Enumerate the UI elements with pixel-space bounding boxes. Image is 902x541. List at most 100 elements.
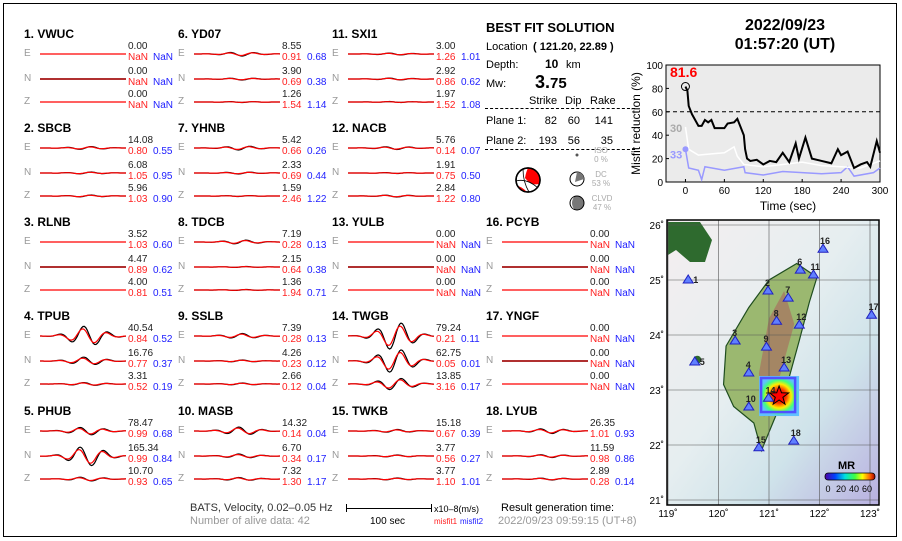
- station-triangle-icon: [752, 441, 765, 452]
- misfit2-value: NaN: [461, 288, 482, 299]
- station-number: 3: [732, 328, 737, 338]
- dc-label: DC: [595, 170, 607, 179]
- misfit2-value: 0.44: [307, 171, 327, 182]
- amplitude-value: 14.32: [282, 418, 308, 429]
- y-tick-label: 100: [646, 61, 663, 72]
- x-axis-label: Time (sec): [760, 199, 816, 213]
- amplitude-value: 165.34: [128, 443, 159, 454]
- lon-tick-label: 119˚: [658, 508, 677, 520]
- misfit2-value: NaN: [615, 240, 636, 251]
- component-label: N: [178, 167, 186, 178]
- misfit1-value: NaN: [590, 240, 611, 251]
- synthetic-trace: [194, 359, 280, 363]
- misfit1-value: 0.23: [282, 359, 302, 370]
- component-label: Z: [332, 190, 339, 201]
- iso-component: ISO 0 %: [590, 146, 612, 164]
- synthetic-trace: [40, 448, 126, 464]
- station-triangle-icon: [742, 401, 755, 411]
- station-number: 10: [746, 394, 756, 404]
- station-title: 3. RLNB: [24, 215, 71, 229]
- amplitude-value: 7.39: [282, 323, 302, 334]
- plane1-label: Plane 1:: [486, 115, 527, 127]
- synthetic-trace: [348, 325, 435, 347]
- station-title: 16. PCYB: [486, 215, 540, 229]
- amplitude-value: 2.33: [282, 160, 302, 171]
- component-label: Z: [24, 473, 31, 484]
- amplitude-value: 4.47: [128, 254, 148, 265]
- misfit1-value: NaN: [436, 288, 457, 299]
- generation-time: 2022/09/23 09:59:15 (UT+8): [498, 515, 637, 527]
- misfit1-value: 0.99: [128, 454, 148, 465]
- synthetic-trace: [194, 289, 280, 291]
- colorbar-tick-label: 60: [862, 484, 872, 494]
- misfit1-value: 0.91: [282, 52, 302, 63]
- x-tick-label: 120: [755, 186, 772, 197]
- amplitude-value: 0.00: [590, 323, 610, 334]
- misfit1-value: NaN: [128, 77, 149, 88]
- plane2-strike: 193: [538, 135, 557, 147]
- misfit2-value: 0.26: [307, 146, 327, 157]
- alive-data-count: Number of alive data: 42: [190, 515, 310, 527]
- station-triangle-icon: [778, 362, 791, 372]
- synthetic-trace: [348, 379, 434, 389]
- amplitude-value: 6.08: [128, 160, 148, 171]
- misfit1-value: 0.28: [590, 477, 610, 488]
- misfit1-value: 1.54: [282, 100, 302, 111]
- misfit2-value: 1.01: [461, 477, 481, 488]
- scale-bar-tick: [346, 504, 347, 512]
- misfit1-value: 0.93: [128, 477, 148, 488]
- station-title: 13. YULB: [332, 215, 385, 229]
- station-triangle-icon: [865, 309, 878, 319]
- station-number: 15: [756, 435, 766, 445]
- amplitude-value: 3.00: [436, 41, 456, 52]
- misfit2-value: 0.01: [461, 359, 481, 370]
- component-label: N: [332, 261, 340, 272]
- component-label: Z: [178, 284, 185, 295]
- misfit1-value: 1.03: [128, 240, 148, 251]
- component-label: Z: [24, 378, 31, 389]
- amplitude-value: 26.35: [590, 418, 616, 429]
- component-label: N: [24, 450, 32, 461]
- lon-tick-label: 121˚: [759, 508, 779, 520]
- iso-label: ISO: [594, 146, 608, 155]
- component-label: N: [178, 73, 186, 84]
- component-label: Z: [178, 473, 185, 484]
- misfit1-value: 2.46: [282, 194, 302, 205]
- misfit2-value: 0.27: [461, 454, 481, 465]
- amplitude-value: 13.85: [436, 371, 462, 382]
- x-tick-label: 180: [794, 186, 811, 197]
- component-label: Z: [24, 96, 31, 107]
- network-info: BATS, Velocity, 0.02–0.05 Hz: [190, 502, 333, 514]
- plane1-rake: 141: [594, 115, 613, 127]
- component-label: Z: [178, 96, 185, 107]
- search-box: [759, 376, 797, 414]
- misfit1-value: NaN: [436, 240, 457, 251]
- synthetic-trace: [194, 454, 280, 458]
- amplitude-value: 0.00: [436, 229, 456, 240]
- component-label: Z: [486, 378, 493, 389]
- station-title: 1. VWUC: [24, 27, 75, 41]
- amplitude-value: 0.00: [590, 348, 610, 359]
- misfit2-value: 0.50: [461, 171, 481, 182]
- amplitude-value: 0.00: [436, 254, 456, 265]
- component-label: Z: [24, 190, 31, 201]
- amplitude-value: 78.47: [128, 418, 154, 429]
- synthetic-trace: [194, 101, 280, 103]
- amplitude-value: 7.19: [282, 229, 302, 240]
- synthetic-trace: [348, 146, 435, 150]
- misfit2-value: 0.19: [153, 382, 173, 393]
- component-label: N: [24, 355, 32, 366]
- misfit1-value: NaN: [128, 52, 149, 63]
- station-number: 8: [774, 308, 779, 318]
- misfit1-value: 1.01: [590, 429, 610, 440]
- lat-tick-label: 23˚: [650, 385, 664, 397]
- station-number: 5: [700, 357, 705, 367]
- dc-ball-icon: [569, 171, 585, 187]
- plane2-rake: 35: [600, 135, 613, 147]
- misfit2-value: 0.55: [153, 146, 173, 157]
- colorbar-tick-label: 0: [825, 484, 830, 494]
- component-label: N: [332, 167, 340, 178]
- station-title: 8. TDCB: [178, 215, 225, 229]
- misfit1-value: 1.05: [128, 171, 148, 182]
